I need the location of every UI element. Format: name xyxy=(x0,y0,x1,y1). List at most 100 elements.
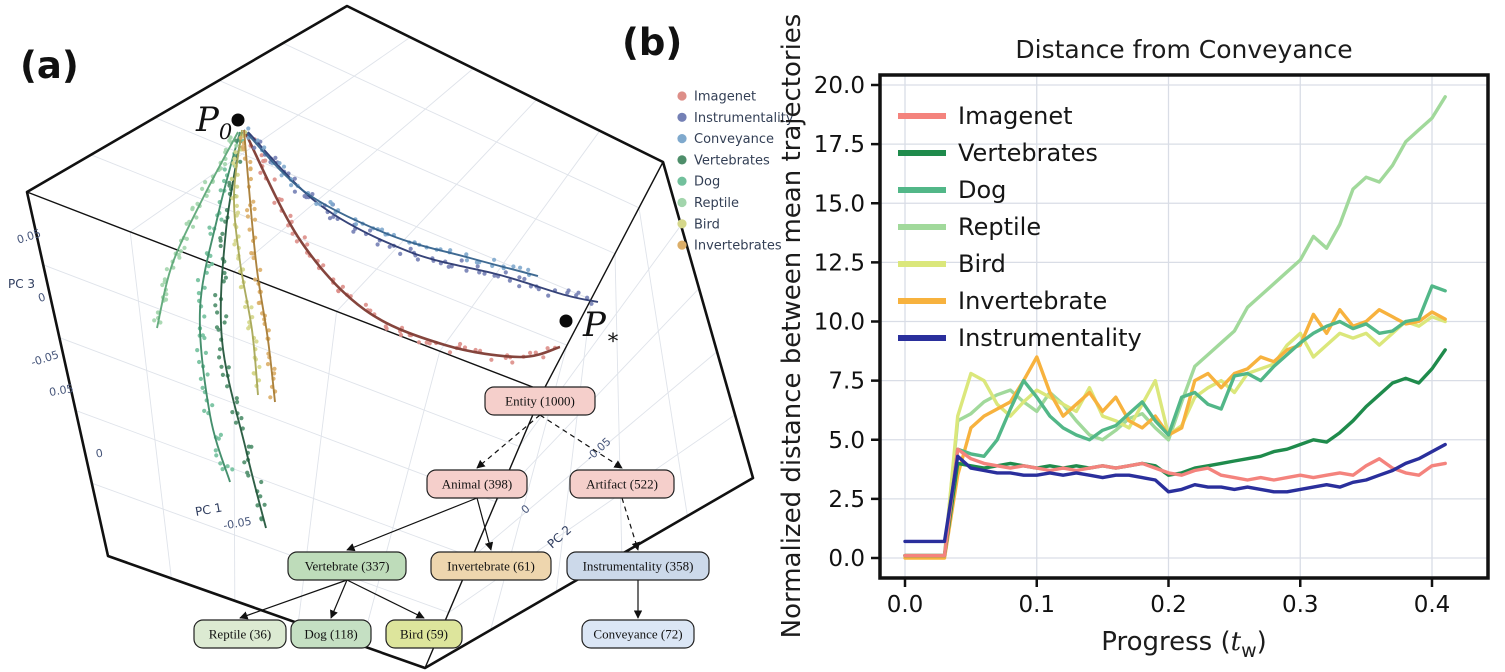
trajectory-dot xyxy=(198,376,203,381)
trajectory-dot xyxy=(292,176,297,181)
trajectory-dot xyxy=(240,144,245,150)
trajectory-dot xyxy=(477,270,482,275)
trajectory-dot xyxy=(234,194,239,199)
trajectory-dot xyxy=(222,162,228,167)
trajectory-conveyance xyxy=(243,126,539,277)
trajectory-dot xyxy=(281,164,287,169)
trajectory-dot xyxy=(446,264,451,269)
trajectory-dot xyxy=(462,345,468,350)
trajectory-dot xyxy=(458,341,463,347)
trajectory-dot xyxy=(250,315,255,320)
y-tick-label: 17.5 xyxy=(814,132,865,158)
legend-b-item-dog: Dog xyxy=(898,176,1006,204)
x-tick-label: 0.2 xyxy=(1150,592,1187,618)
series-dog xyxy=(903,284,1447,558)
trajectory-dot xyxy=(200,385,205,390)
legend-a-item-instrumentality: Instrumentality xyxy=(677,111,794,126)
y-tick-label: 15.0 xyxy=(814,191,865,217)
trajectory-dot xyxy=(221,279,226,284)
tree-node-box xyxy=(566,551,710,581)
trajectory-dot xyxy=(268,395,273,400)
trajectory-dot xyxy=(546,293,551,298)
trajectory-dot xyxy=(340,284,345,289)
trajectory-dot xyxy=(398,251,403,256)
legend-b-item-reptile: Reptile xyxy=(898,213,1041,241)
trajectory-dot xyxy=(277,161,282,166)
pca-annotations: P0 P∗ xyxy=(195,100,620,349)
tree-node-box xyxy=(426,469,528,499)
tree-node-conveyance: Conveyance (72) xyxy=(581,619,695,649)
tree-node-label: Dog (118) xyxy=(304,627,357,642)
trajectory-dot xyxy=(203,350,208,355)
trajectory-dot xyxy=(220,231,225,236)
trajectory-invertebrates xyxy=(238,129,278,403)
box-inner-edge xyxy=(26,191,544,392)
trajectory-dot xyxy=(213,303,218,308)
chart-series-lines xyxy=(903,95,1447,560)
y-tick-label: 0.0 xyxy=(828,546,865,572)
chart-title: Distance from Conveyance xyxy=(1015,35,1352,64)
trajectory-dot xyxy=(219,364,224,369)
pc2-axis-label: PC 2 xyxy=(545,523,574,552)
box-inner-edge xyxy=(542,161,664,392)
legend-a-marker xyxy=(677,155,687,165)
trajectory-dot xyxy=(266,328,271,333)
pane-gridline xyxy=(129,36,411,233)
legend-b-label: Imagenet xyxy=(958,102,1073,130)
trajectory-dot xyxy=(182,245,187,250)
trajectory-dot xyxy=(227,183,232,188)
trajectory-dot xyxy=(259,153,264,158)
trajectory-dot xyxy=(230,410,235,415)
tree-edge-vertebrate-reptile xyxy=(239,579,348,620)
x-tick-label: 0.4 xyxy=(1414,592,1451,618)
p-star-point xyxy=(559,314,573,328)
legend-a-label: Vertebrates xyxy=(694,153,770,168)
trajectory-dot xyxy=(254,339,259,344)
trajectory-dot xyxy=(492,257,497,262)
trajectory-dot xyxy=(289,183,294,188)
trajectory-dot xyxy=(200,186,205,191)
chart-gridlines xyxy=(880,75,1488,578)
trajectory-dot xyxy=(259,479,264,485)
trajectory-dot xyxy=(232,156,237,161)
trajectory-dot xyxy=(251,199,256,204)
trajectory-dot xyxy=(225,384,230,389)
trajectory-dot xyxy=(218,238,223,243)
trajectory-dot xyxy=(217,347,223,352)
trajectory-dot xyxy=(517,275,522,280)
pane-gridline xyxy=(495,288,700,503)
trajectory-dot xyxy=(247,227,252,232)
trajectory-dot xyxy=(464,258,469,263)
tree-node-box xyxy=(484,386,596,416)
trajectory-dot xyxy=(387,244,392,249)
trajectory-dot xyxy=(214,453,219,458)
pane-gridline xyxy=(439,130,601,352)
trajectory-dot xyxy=(528,350,533,355)
legend-a-item-invertebrates: Invertebrates xyxy=(677,239,782,254)
trajectory-dot xyxy=(248,159,253,165)
x-tick-label: 0.1 xyxy=(1018,592,1055,618)
trajectory-dot xyxy=(261,159,266,164)
trajectory-dot xyxy=(398,332,404,338)
trajectory-dot xyxy=(233,150,238,155)
tree-edge-animal-vertebrate xyxy=(346,497,478,552)
y-tick-label: 2.5 xyxy=(828,487,865,513)
trajectory-dot xyxy=(252,206,257,212)
legend-a-marker xyxy=(677,134,687,144)
trajectory-dot xyxy=(368,228,373,233)
trajectory-dot xyxy=(225,464,230,469)
trajectory-dot xyxy=(203,180,208,185)
trajectory-mean-line xyxy=(198,131,241,483)
legend-b-label: Instrumentality xyxy=(958,324,1142,352)
trajectory-dot xyxy=(375,242,380,247)
trajectory-dot xyxy=(226,365,231,370)
legend-b-label: Vertebrates xyxy=(958,139,1098,167)
pane-gridline xyxy=(90,154,568,346)
tree-edge-animal-invertebrate xyxy=(476,497,494,551)
trajectory-dot xyxy=(310,192,315,197)
trajectory-dot xyxy=(155,310,160,315)
trajectory-dot xyxy=(363,302,368,307)
trajectory-dot xyxy=(424,340,429,345)
trajectory-dot xyxy=(252,145,257,150)
trajectory-dot xyxy=(321,263,326,268)
